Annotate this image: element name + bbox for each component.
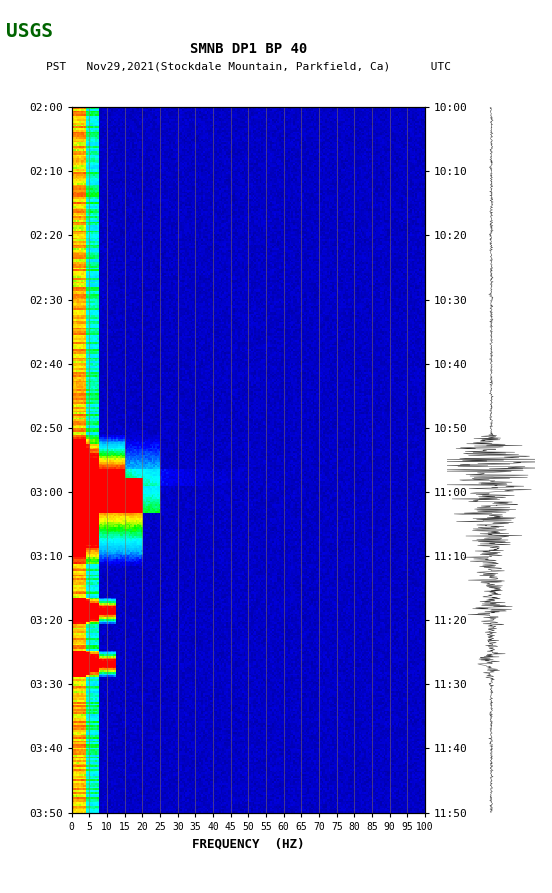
Text: SMNB DP1 BP 40: SMNB DP1 BP 40 <box>190 42 307 56</box>
Text: PST   Nov29,2021(Stockdale Mountain, Parkfield, Ca)      UTC: PST Nov29,2021(Stockdale Mountain, Parkf… <box>46 62 451 72</box>
X-axis label: FREQUENCY  (HZ): FREQUENCY (HZ) <box>192 838 305 850</box>
Text: USGS: USGS <box>6 22 52 41</box>
